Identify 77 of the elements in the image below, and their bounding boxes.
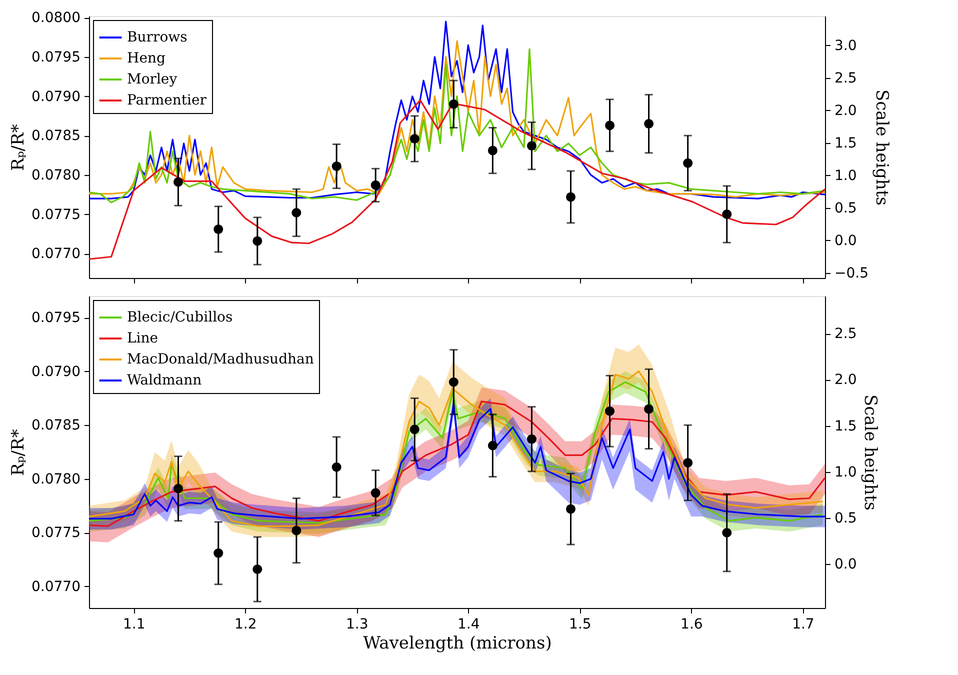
point	[683, 458, 693, 468]
y2-tick-label: −0.5	[834, 265, 868, 282]
point	[683, 158, 693, 168]
legend-label: Waldmann	[127, 372, 202, 388]
x-tick-label: 1.2	[234, 616, 257, 632]
y2-axis-title: Scale heights	[871, 89, 892, 206]
point	[252, 564, 262, 574]
point	[370, 488, 380, 498]
point	[448, 99, 458, 109]
point	[488, 440, 498, 450]
x-tick-label: 1.4	[458, 616, 480, 632]
point	[605, 120, 615, 130]
y-axis-title: Rₚ/R*	[8, 428, 29, 476]
y2-tick-label: 2.5	[834, 326, 857, 342]
y2-tick-label: 2.0	[834, 102, 857, 119]
y2-tick-label: 2.0	[834, 372, 857, 388]
y2-tick-label: 0.5	[834, 200, 857, 216]
point	[605, 406, 615, 416]
point	[292, 208, 302, 218]
point	[526, 434, 536, 444]
legend-label: MacDonald/Madhusudhan	[127, 352, 314, 368]
y2-tick-label: 3.0	[834, 38, 857, 54]
point	[722, 528, 732, 538]
point	[410, 134, 420, 144]
point	[644, 119, 654, 129]
y2-tick-label: 0.0	[834, 556, 857, 573]
point	[644, 404, 654, 414]
point	[488, 146, 498, 156]
y-tick-label: 0.0790	[32, 88, 80, 105]
legend-label: Parmentier	[127, 92, 207, 108]
y-tick-label: 0.0775	[32, 206, 80, 223]
x-tick-label: 1.3	[346, 616, 368, 632]
legend-label: Burrows	[127, 30, 188, 46]
y-tick-label: 0.0795	[32, 49, 80, 66]
y2-tick-label: 2.5	[834, 70, 857, 86]
point	[566, 504, 576, 514]
x-tick-label: 1.1	[122, 616, 146, 632]
point	[566, 192, 576, 202]
point	[410, 424, 420, 434]
y2-tick-label: 1.5	[834, 418, 857, 434]
y-tick-label: 0.0800	[32, 10, 80, 26]
y2-tick-label: 1.5	[834, 135, 857, 152]
y-tick-label: 0.0785	[32, 128, 80, 144]
y-tick-label: 0.0770	[32, 578, 80, 595]
y2-axis-title: Scale heights	[860, 394, 880, 511]
y-tick-label: 0.0770	[32, 246, 80, 262]
y2-tick-label: 0.0	[834, 232, 857, 249]
x-tick-label: 1.6	[680, 616, 703, 632]
y-tick-label: 0.0790	[32, 364, 80, 380]
point	[448, 377, 458, 387]
point	[526, 141, 536, 151]
y-tick-label: 0.0780	[32, 167, 80, 184]
point	[214, 548, 224, 558]
legend-label: Morley	[127, 72, 178, 88]
legend-label: Line	[127, 330, 158, 346]
y-tick-label: 0.0785	[32, 418, 80, 434]
x-tick-label: 1.7	[792, 616, 814, 632]
point	[214, 224, 224, 234]
point	[370, 180, 380, 190]
y2-tick-label: 0.5	[834, 510, 857, 527]
y2-tick-label: 1.0	[834, 168, 857, 184]
y-tick-label: 0.0775	[32, 525, 80, 542]
point	[332, 462, 342, 472]
y-axis-title: Rₚ/R*	[8, 124, 29, 171]
point	[173, 177, 183, 187]
y-tick-label: 0.0780	[32, 471, 80, 488]
legend-label: Heng	[127, 50, 166, 66]
y-tick-label: 0.0795	[32, 310, 80, 326]
point	[252, 236, 262, 246]
point	[332, 162, 342, 172]
point	[173, 484, 183, 494]
x-axis-title: Wavelength (microns)	[363, 634, 552, 654]
y2-tick-label: 1.0	[834, 464, 857, 480]
x-tick-label: 1.5	[569, 616, 592, 632]
point	[722, 210, 732, 220]
legend-label: Blecic/Cubillos	[127, 310, 233, 326]
point	[292, 526, 302, 536]
